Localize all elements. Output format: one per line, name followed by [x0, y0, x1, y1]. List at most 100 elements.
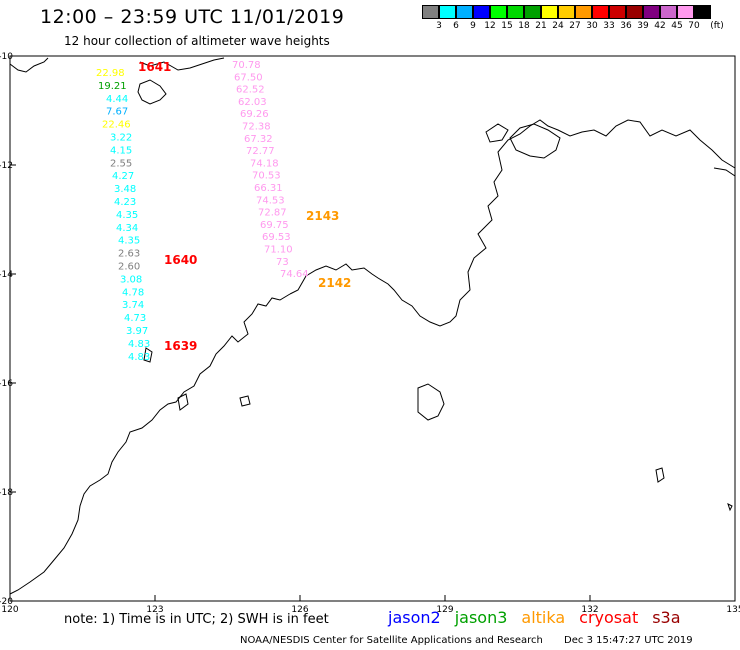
legend-swatch [524, 5, 541, 19]
y-tick-label: -14 [0, 270, 13, 280]
x-tick-label: 126 [291, 605, 308, 615]
swh-value: 72.87 [258, 208, 287, 219]
timestamp-text: Dec 3 15:47:27 UTC 2019 [564, 635, 693, 646]
swh-value: 7.67 [106, 107, 128, 118]
island-coast [9, 57, 49, 73]
swh-value: 70.78 [232, 60, 261, 71]
swh-value: 70.53 [252, 171, 281, 182]
map-subtitle: 12 hour collection of altimeter wave hei… [64, 34, 330, 48]
swh-tracks: 22.98 19.21 4.44 7.67 22.46 3.224.15 2.55 4.27 3… [96, 60, 309, 363]
coastline [9, 57, 736, 595]
swh-value: 69.53 [262, 232, 291, 243]
footer: NOAA/NESDIS Center for Satellite Applica… [240, 635, 693, 646]
satellite-jason3: jason3 [454, 608, 508, 627]
swh-value: 3.22 [110, 133, 132, 144]
satellite-altika: altika [521, 608, 566, 627]
color-legend: 3 6 9 12 15 18 21 24 27 30 33 36 39 42 45 70 (ft) [422, 5, 724, 33]
swh-value: 4.83 [128, 352, 150, 363]
map-title: 12:00 – 23:59 UTC 11/01/2019 [40, 6, 345, 28]
swh-value: 4.23 [114, 197, 136, 208]
legend-label: 9 [470, 21, 476, 31]
axis-ticks: 120 123 126 129 132 135 -10 -12 -14 -16 -18 -20 [0, 52, 740, 615]
swh-value: 69.75 [260, 220, 289, 231]
legend-label: 42 [654, 21, 666, 31]
legend-unit: (ft) [710, 21, 724, 31]
swh-value: 4.44 [106, 94, 128, 105]
pass-label: 1640 [164, 253, 197, 267]
swh-value: 72.38 [242, 122, 271, 133]
swh-value: 69.26 [240, 109, 269, 120]
pass-labels: 1641 1640 1639 2143 2142 [138, 60, 351, 353]
swh-value: 4.35 [116, 210, 138, 221]
y-tick-label: -20 [0, 597, 13, 607]
x-tick-label: 132 [581, 605, 598, 615]
y-tick-label: -12 [0, 161, 13, 171]
satellite-s3a: s3a [652, 608, 681, 627]
y-tick-label: -18 [0, 488, 13, 498]
legend-label: 39 [637, 21, 649, 31]
x-tick-label: 120 [1, 605, 18, 615]
swh-value: 66.31 [254, 183, 283, 194]
x-tick-label: 135 [726, 605, 740, 615]
swh-value: 74.64 [280, 269, 309, 280]
legend-label: 30 [586, 21, 598, 31]
legend-swatch [677, 5, 694, 19]
island-coast [143, 347, 153, 363]
legend-swatches [422, 5, 711, 19]
legend-label: 36 [620, 21, 632, 31]
legend-swatch [473, 5, 490, 19]
swh-value: 4.27 [112, 171, 134, 182]
pass-label: 1639 [164, 339, 197, 353]
swh-value: 4.34 [116, 223, 138, 234]
legend-label: 70 [688, 21, 700, 31]
legend-label: 33 [603, 21, 615, 31]
swh-value: 67.50 [234, 72, 263, 83]
y-tick-label: -10 [0, 52, 13, 62]
swh-value: 62.03 [238, 97, 267, 108]
island-coast [177, 393, 189, 411]
swh-value: 4.35 [118, 236, 140, 247]
swh-value: 2.60 [118, 262, 140, 273]
swh-value: 2.63 [118, 249, 140, 260]
legend-swatch [507, 5, 524, 19]
legend-label: 12 [484, 21, 496, 31]
legend-label: 45 [671, 21, 683, 31]
legend-label: 3 [436, 21, 442, 31]
legend-swatch [422, 5, 439, 19]
legend-label: 15 [501, 21, 513, 31]
swh-value: 4.78 [122, 287, 144, 298]
island-coast [239, 395, 251, 407]
satellite-cryosat: cryosat [579, 608, 639, 627]
legend-swatch [592, 5, 609, 19]
swh-value: 72.77 [246, 146, 275, 157]
legend-labels: 3 6 9 12 15 18 21 24 27 30 33 36 39 42 45 70 (ft) [422, 19, 724, 33]
legend-label: 18 [518, 21, 530, 31]
island-coast [417, 383, 445, 421]
swh-value: 4.83 [128, 339, 150, 350]
swh-value: 74.18 [250, 158, 279, 169]
swh-value: 3.48 [114, 184, 136, 195]
swh-value: 22.46 [102, 120, 131, 131]
swh-value: 71.10 [264, 245, 293, 256]
island-coast [655, 467, 665, 483]
island-coast [727, 503, 733, 512]
x-tick-label: 123 [146, 605, 163, 615]
swh-value: 3.97 [126, 326, 148, 337]
swh-value: 4.15 [110, 145, 132, 156]
swh-value: 4.73 [124, 313, 146, 324]
legend-label: 27 [569, 21, 581, 31]
swh-value: 3.74 [122, 300, 144, 311]
swh-value: 22.98 [96, 68, 125, 79]
kimberley-coast [9, 293, 291, 595]
swh-value: 19.21 [98, 81, 127, 92]
note-text: note: 1) Time is in UTC; 2) SWH is in fe… [64, 612, 329, 627]
island-coast [509, 123, 561, 159]
pass-label: 1641 [138, 60, 171, 74]
island-coast [139, 57, 225, 71]
swh-value: 73 [276, 257, 289, 268]
legend-label: 6 [453, 21, 459, 31]
x-tick-label: 129 [436, 605, 453, 615]
legend-swatch [694, 5, 711, 19]
swh-value: 3.08 [120, 274, 142, 285]
